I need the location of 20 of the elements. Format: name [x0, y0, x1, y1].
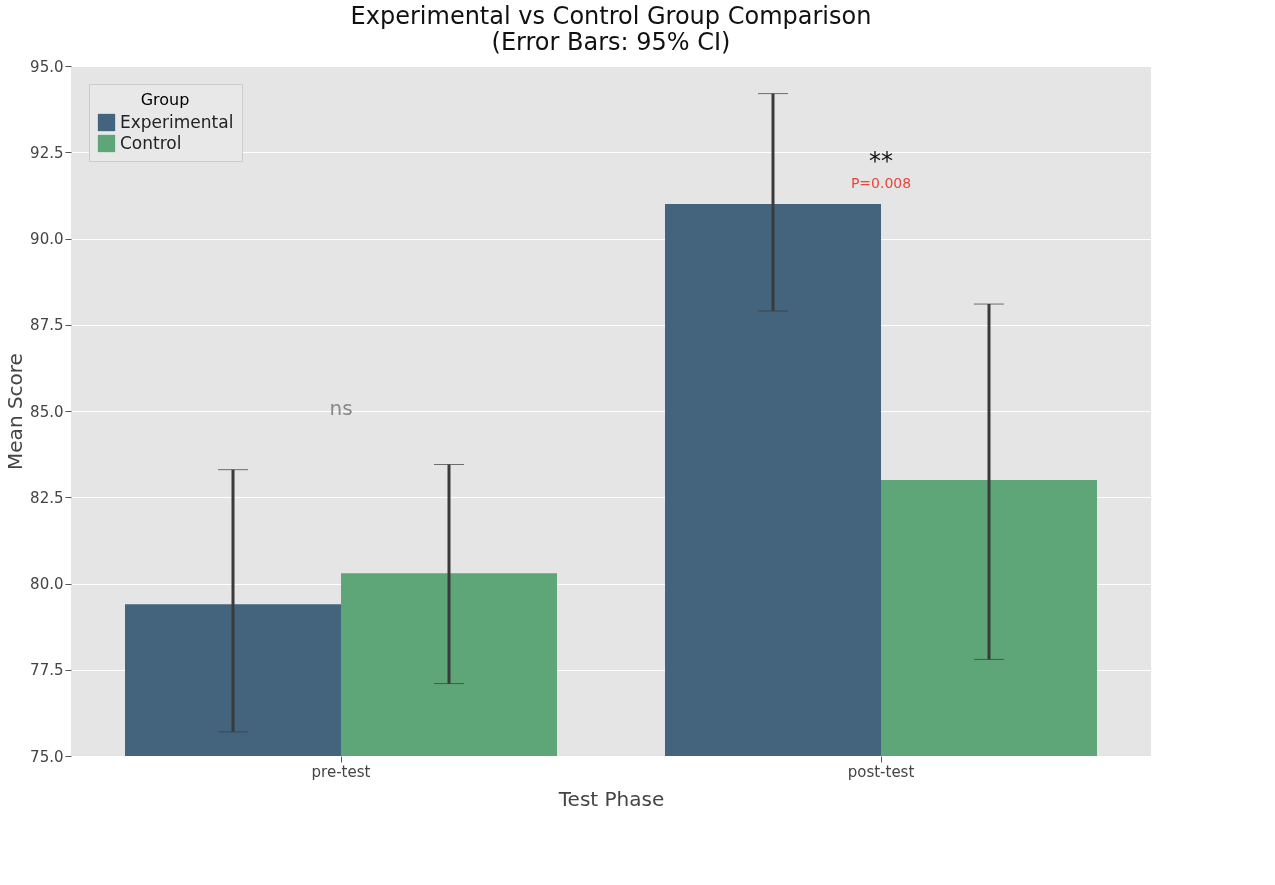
y-tick-label: 90.0 — [30, 230, 64, 248]
y-tick-label: 87.5 — [30, 316, 64, 335]
chart-title: Experimental vs Control Group Comparison (Error Bars: 95% CI) — [350, 2, 872, 56]
legend-title: Group — [140, 90, 190, 109]
x-axis-title: Test Phase — [557, 786, 665, 811]
x-tick-label: post-test — [847, 762, 915, 781]
y-tick-label: 77.5 — [30, 661, 64, 680]
legend-label: Experimental — [120, 111, 234, 132]
annotation: ns — [329, 396, 353, 421]
y-tick-label: 85.0 — [30, 402, 64, 421]
y-tick-label: 95.0 — [30, 57, 64, 76]
y-tick-label: 82.5 — [30, 488, 64, 507]
y-tick-label: 92.5 — [30, 143, 64, 162]
y-axis-title: Mean Score — [3, 353, 28, 470]
annotation: P=0.008 — [850, 175, 912, 191]
x-tick-label: pre-test — [311, 762, 371, 781]
annotation: ** — [869, 147, 893, 175]
y-tick-label: 80.0 — [30, 575, 64, 593]
y-tick-label: 75.0 — [30, 747, 64, 766]
legend-label: Control — [120, 132, 182, 153]
